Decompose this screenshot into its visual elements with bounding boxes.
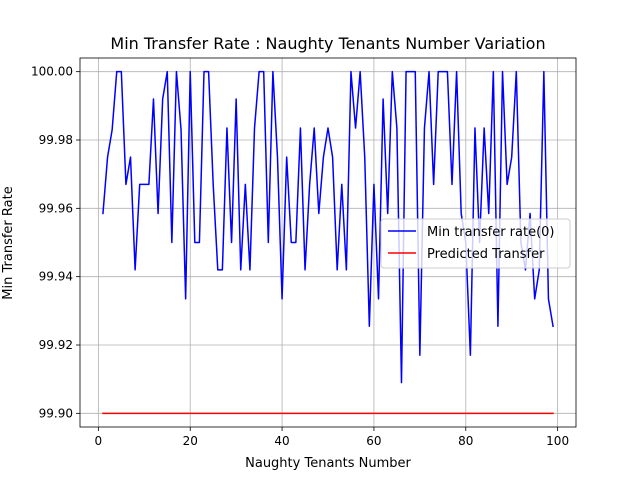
x-axis-ticks: 0 20 40 60 80 100 bbox=[95, 427, 569, 448]
y-tick-label: 99.90 bbox=[39, 406, 73, 420]
x-tick-label: 80 bbox=[458, 434, 473, 448]
legend-label-predicted-transfer: Predicted Transfer bbox=[427, 247, 545, 262]
chart-title: Min Transfer Rate : Naughty Tenants Numb… bbox=[110, 34, 545, 53]
series-line-min-transfer-rate bbox=[102, 70, 554, 384]
x-tick-label: 100 bbox=[546, 434, 569, 448]
y-tick-label: 100.00 bbox=[31, 65, 73, 79]
legend-label-min-transfer-rate: Min transfer rate(0) bbox=[427, 225, 555, 240]
y-tick-label: 99.96 bbox=[39, 201, 73, 215]
x-tick-label: 60 bbox=[366, 434, 381, 448]
x-tick-label: 20 bbox=[183, 434, 198, 448]
y-tick-label: 99.92 bbox=[39, 338, 73, 352]
legend: Min transfer rate(0) Predicted Transfer bbox=[380, 218, 571, 269]
x-tick-label: 40 bbox=[274, 434, 289, 448]
legend-box bbox=[380, 218, 571, 269]
series-layer bbox=[102, 70, 554, 415]
y-tick-label: 99.94 bbox=[39, 270, 73, 284]
x-tick-label: 0 bbox=[95, 434, 103, 448]
y-tick-label: 99.98 bbox=[39, 133, 73, 147]
y-axis-label: Min Transfer Rate bbox=[1, 186, 16, 299]
plot-frame bbox=[79, 57, 577, 428]
x-axis-label: Naughty Tenants Number bbox=[245, 456, 411, 471]
y-axis-ticks: 99.90 99.92 99.94 99.96 99.98 100.00 bbox=[31, 65, 80, 420]
